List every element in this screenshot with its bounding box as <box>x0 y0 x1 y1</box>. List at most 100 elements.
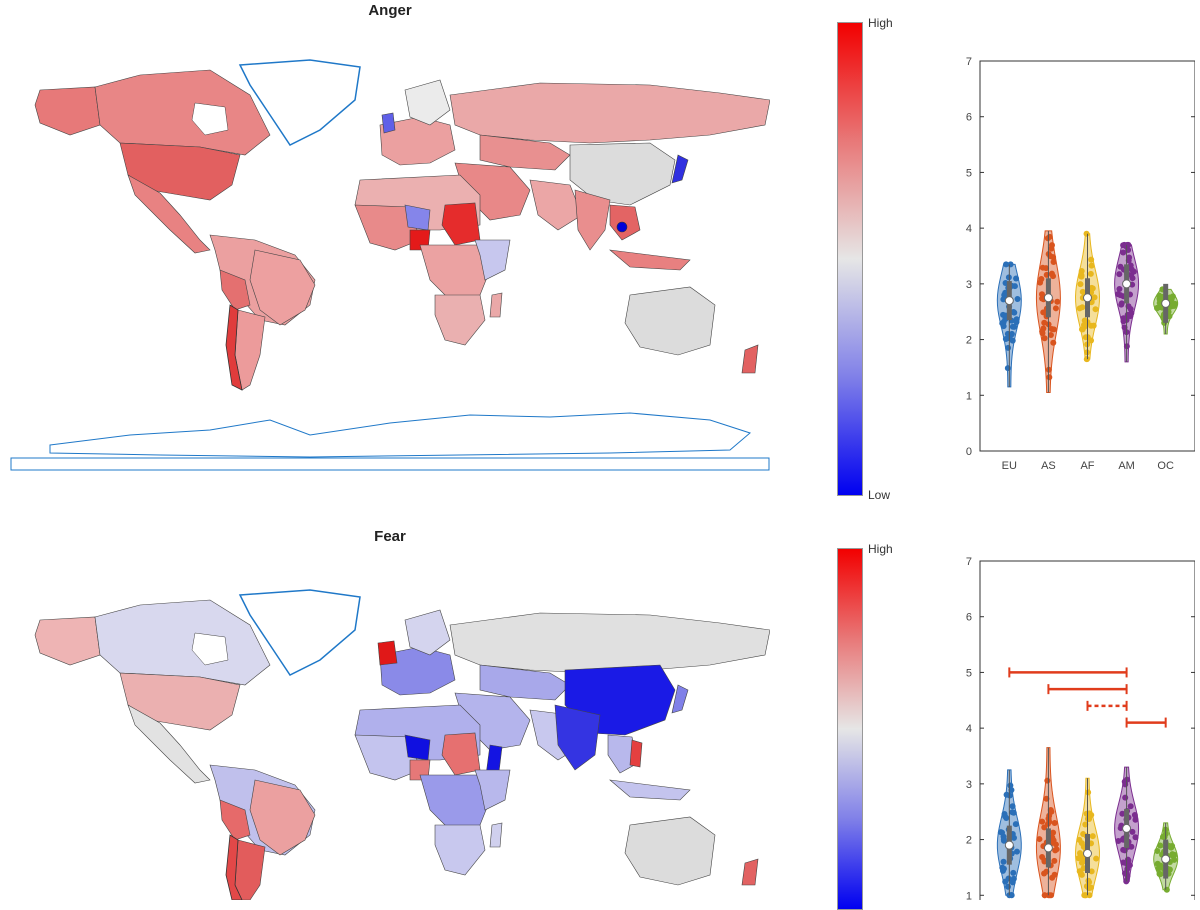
data-point <box>1126 254 1133 261</box>
data-point <box>1044 777 1051 784</box>
region-australia <box>624 286 716 356</box>
data-point <box>1120 242 1127 249</box>
data-point <box>1083 356 1090 363</box>
data-point <box>1051 819 1058 826</box>
data-point <box>1124 311 1131 318</box>
data-point <box>1053 846 1060 853</box>
region-alaska <box>34 86 101 136</box>
region-peru <box>219 269 251 311</box>
y-tick-label: 0 <box>966 446 972 458</box>
greenland-outline <box>238 59 361 146</box>
data-point <box>1116 286 1123 293</box>
region-japan <box>671 684 689 714</box>
data-point <box>1122 781 1129 788</box>
y-tick-label: 2 <box>966 835 972 847</box>
region-mexico <box>127 174 211 254</box>
median-marker <box>1161 854 1171 864</box>
data-point <box>1088 262 1095 269</box>
region-chile <box>225 834 243 900</box>
anger-title: Anger <box>368 2 412 19</box>
data-point <box>1159 833 1166 840</box>
data-point <box>1000 837 1007 844</box>
data-point <box>1079 288 1086 295</box>
region-peru <box>219 799 251 841</box>
data-point <box>1009 803 1016 810</box>
region-central-asia <box>479 664 571 701</box>
region-india <box>554 704 601 771</box>
y-tick-label: 3 <box>966 779 972 791</box>
data-point <box>1163 886 1170 893</box>
region-se-asia <box>609 204 641 241</box>
data-point <box>1013 318 1020 325</box>
data-point <box>1048 270 1055 277</box>
data-point <box>1127 306 1134 313</box>
data-point <box>1122 794 1129 801</box>
data-point <box>1050 258 1057 265</box>
data-point <box>1008 786 1015 793</box>
anger-colorbar-high-label: High <box>868 16 893 30</box>
data-point <box>999 864 1006 871</box>
region-africa-west <box>354 204 421 251</box>
data-point <box>1124 866 1131 873</box>
region-canada <box>94 69 271 156</box>
data-point <box>999 829 1006 836</box>
median-marker <box>1083 293 1092 303</box>
y-tick-label: 5 <box>966 167 972 179</box>
median-marker <box>1004 296 1014 306</box>
data-point <box>1154 847 1161 854</box>
data-point <box>1168 296 1175 303</box>
data-point <box>1083 883 1090 890</box>
data-point <box>1083 810 1090 817</box>
median-marker <box>1004 840 1014 850</box>
data-point <box>1117 292 1124 299</box>
data-point <box>1003 261 1010 268</box>
data-point <box>1040 309 1047 316</box>
data-point <box>1010 309 1017 316</box>
data-point <box>1000 858 1007 865</box>
region-central-asia <box>479 134 571 171</box>
data-point <box>1120 249 1127 256</box>
data-point <box>1088 868 1095 875</box>
region-australia <box>624 816 716 886</box>
data-point <box>1091 294 1098 301</box>
x-tick-label: AF <box>1080 460 1094 472</box>
y-tick-label: 2 <box>966 335 972 347</box>
data-point <box>1043 265 1050 272</box>
data-point <box>1051 857 1058 864</box>
data-point <box>1128 266 1135 273</box>
data-point <box>1128 843 1135 850</box>
data-point <box>1013 275 1020 282</box>
region-new-zealand <box>741 858 759 886</box>
data-point <box>1048 326 1055 333</box>
region-scandinavia <box>404 79 451 126</box>
region-argentina <box>234 839 266 900</box>
data-point <box>1002 878 1009 885</box>
data-point <box>1082 821 1089 828</box>
data-point <box>1010 809 1017 816</box>
data-point <box>1046 233 1053 240</box>
region-new-zealand <box>741 344 759 374</box>
data-point <box>1117 825 1124 832</box>
y-tick-label: 7 <box>966 56 972 68</box>
data-point <box>1041 892 1048 899</box>
region-japan <box>671 154 689 184</box>
y-tick-label: 7 <box>966 556 972 568</box>
data-point <box>1088 322 1095 329</box>
data-point <box>1085 789 1092 796</box>
data-point <box>1011 283 1018 290</box>
data-point <box>1039 853 1046 860</box>
data-point <box>1054 298 1061 305</box>
data-point <box>1119 810 1126 817</box>
data-point <box>1005 883 1012 890</box>
data-point <box>1121 324 1128 331</box>
region-vietnam <box>629 739 643 768</box>
data-point <box>1050 339 1057 346</box>
data-point <box>1076 836 1083 843</box>
region-china <box>569 142 676 206</box>
region-scandinavia <box>404 609 451 656</box>
median-marker <box>1043 293 1053 303</box>
data-point <box>1129 828 1136 835</box>
data-point <box>1008 330 1015 337</box>
y-tick-label: 6 <box>966 112 972 124</box>
data-point <box>1000 323 1007 330</box>
